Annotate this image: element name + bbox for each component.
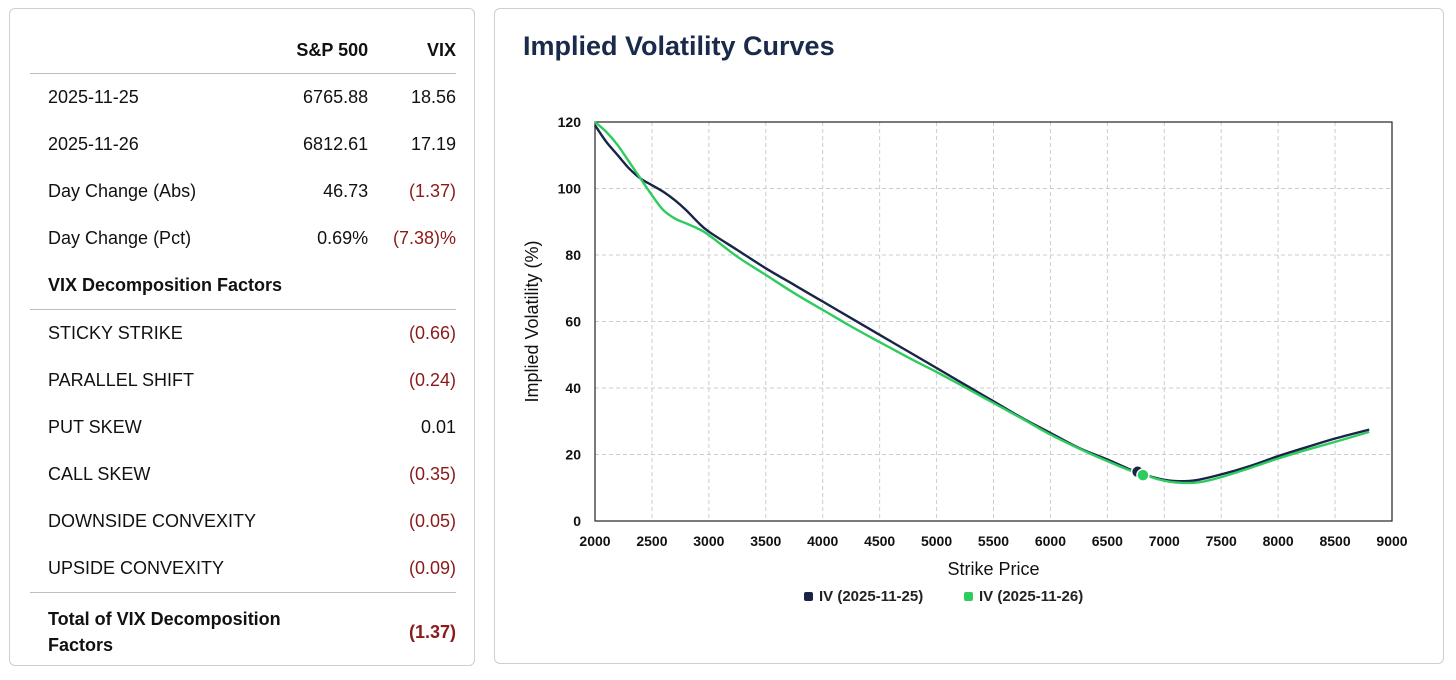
x-tick-label: 9000 [1376,533,1407,549]
vix-summary-table: S&P 500 VIX 2025-11-25 6765.88 18.56 202… [30,27,456,671]
spot-marker-2 [1136,468,1150,482]
total-label: Total of VIX Decomposition Factors [48,609,281,655]
factor-label: PARALLEL SHIFT [48,370,195,390]
row-vix: (7.38)% [392,228,456,248]
x-tick-label: 5500 [978,533,1009,549]
row-sp500: 46.73 [323,181,369,201]
header-vix: VIX [368,27,456,74]
plot-frame [594,121,1393,522]
factor-value: (0.05) [408,511,456,531]
x-tick-label: 2500 [636,533,667,549]
y-tick-label: 20 [565,447,581,463]
y-tick-label: 0 [573,513,581,529]
y-tick-label: 80 [565,247,581,263]
x-tick-label: 4500 [864,533,895,549]
x-tick-label: 6000 [1035,533,1066,549]
row-sp500: 6765.88 [303,87,369,107]
legend-swatch-2 [964,592,973,601]
row-label: Day Change (Abs) [48,181,197,201]
header-sp500: S&P 500 [284,27,369,74]
x-tick-label: 3500 [750,533,781,549]
total-value: (1.37) [408,621,456,642]
factor-label: STICKY STRIKE [48,323,183,343]
x-tick-label: 3000 [693,533,724,549]
iv-chart: 2000 2500 3000 3500 4000 4500 5000 5500 6000 6500… [522,114,1408,605]
factor-value: 0.01 [420,417,456,437]
factor-row: DOWNSIDE CONVEXITY (0.05) [30,498,456,545]
row-label: 2025-11-26 [48,134,139,154]
row-vix: 17.19 [410,134,456,154]
vix-table-panel: S&P 500 VIX 2025-11-25 6765.88 18.56 202… [9,8,475,666]
x-tick-label: 7000 [1149,533,1180,549]
y-tick-label: 40 [565,380,581,396]
table-row: 2025-11-25 6765.88 18.56 [30,74,456,122]
x-tick-label: 4000 [807,533,838,549]
legend-label-2: IV (2025-11-26) [979,588,1083,605]
x-tick-label: 8000 [1263,533,1294,549]
chart-panel: Implied Volatility Curves 2000 2500 3000 35… [494,8,1444,664]
factor-row: STICKY STRIKE (0.66) [30,310,456,358]
factor-value: (0.24) [408,370,456,390]
x-tick-label: 5000 [921,533,952,549]
factor-value: (0.09) [368,545,456,593]
series-line-1 [594,124,1370,483]
factor-label: UPSIDE CONVEXITY [30,545,369,593]
table-row: Day Change (Abs) 46.73 (1.37) [30,168,456,215]
factor-row: CALL SKEW (0.35) [30,451,456,498]
row-sp500: 0.69% [317,228,369,248]
total-row: Total of VIX Decomposition Factors (1.37… [30,593,456,672]
factor-label: CALL SKEW [48,464,151,484]
row-label: Day Change (Pct) [48,228,192,248]
row-sp500: 6812.61 [303,134,369,154]
factor-value: (0.66) [408,323,456,343]
factor-label: PUT SKEW [48,417,142,437]
y-tick-label: 60 [565,314,581,330]
chart-title: Implied Volatility Curves [523,31,835,61]
row-label: 2025-11-25 [48,87,139,107]
x-axis-label: Strike Price [947,559,1039,579]
factor-row: PUT SKEW 0.01 [30,404,456,451]
factors-title-row: VIX Decomposition Factors [30,262,456,310]
x-tick-label: 2000 [579,533,610,549]
row-vix: 18.56 [410,87,456,107]
table-header-row: S&P 500 VIX [30,27,456,74]
factor-value: (0.35) [408,464,456,484]
x-tick-label: 7500 [1206,533,1237,549]
y-axis-label: Implied Volatility (%) [522,240,542,402]
x-tick-label: 6500 [1092,533,1123,549]
row-vix: (1.37) [408,181,456,201]
factors-title: VIX Decomposition Factors [30,262,456,310]
y-tick-label: 100 [558,181,582,197]
factor-row: PARALLEL SHIFT (0.24) [30,357,456,404]
legend-label-1: IV (2025-11-25) [819,588,923,605]
y-tick-label: 120 [558,114,582,130]
table-row: 2025-11-26 6812.61 17.19 [30,121,456,168]
header-label [30,27,285,74]
factor-label: DOWNSIDE CONVEXITY [48,511,257,531]
series-line-2 [594,121,1370,485]
factor-row: UPSIDE CONVEXITY (0.09) [30,545,456,593]
legend-swatch-1 [804,592,813,601]
x-tick-label: 8500 [1319,533,1350,549]
table-row: Day Change (Pct) 0.69% (7.38)% [30,215,456,262]
